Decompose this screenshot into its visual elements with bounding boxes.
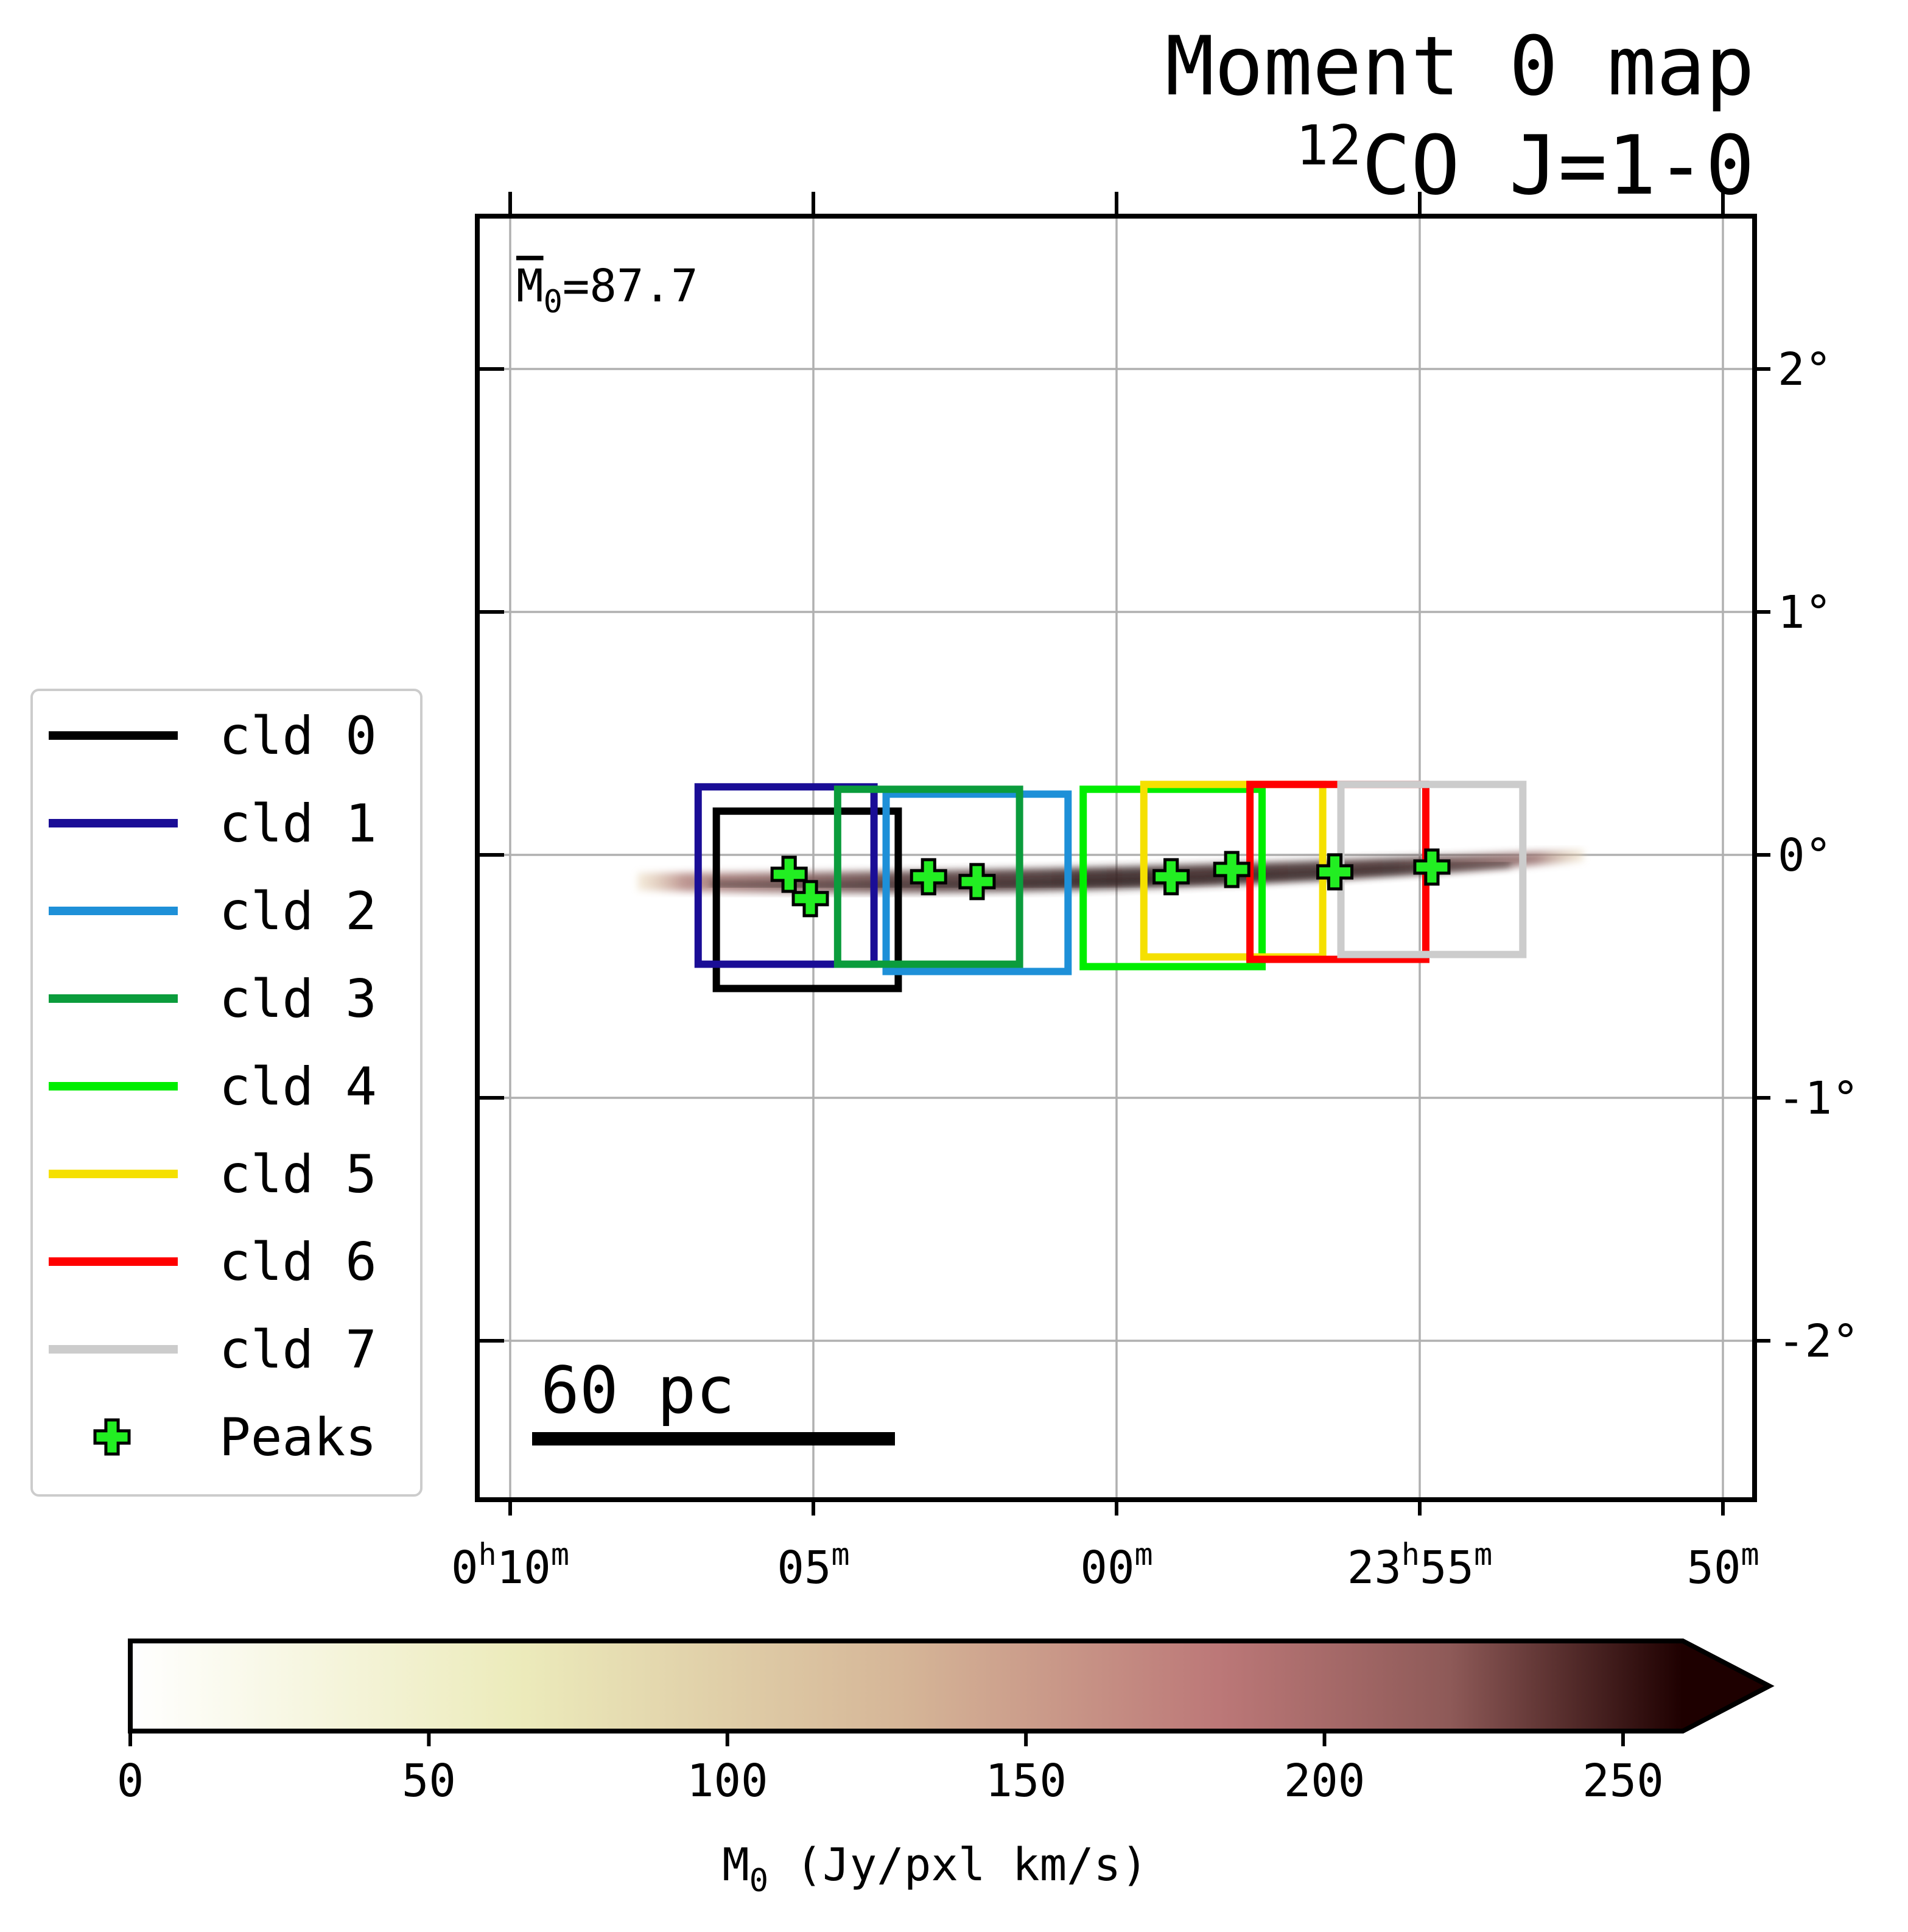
cloud-box-1 bbox=[694, 783, 878, 968]
y-ticks: 2° 1° 0° -1° -2° bbox=[477, 343, 1859, 1368]
x-tick-minutes: 00 bbox=[1080, 1542, 1134, 1594]
legend-label-0: cld 0 bbox=[219, 706, 377, 767]
x-tick-label-2: 00m bbox=[1080, 1537, 1152, 1594]
mean-subscript: 0 bbox=[544, 284, 563, 320]
y-tick-label-0: 2° bbox=[1778, 343, 1832, 396]
x-tick-label-4: 50m bbox=[1686, 1537, 1759, 1594]
legend: cld 0 cld 1 cld 2 cld 3 cld 4 cld 5 cld 6 cld 7… bbox=[30, 689, 423, 1497]
x-tick-min-sup: m bbox=[1135, 1537, 1153, 1572]
mean-value: =87.7 bbox=[563, 260, 698, 312]
x-tick-minutes: 05 bbox=[777, 1542, 831, 1594]
legend-label-5: cld 5 bbox=[219, 1144, 377, 1205]
y-tick-label-4: -2° bbox=[1778, 1315, 1859, 1368]
x-tick-min-sup: m bbox=[1474, 1537, 1492, 1572]
x-tick-hours: 0 bbox=[451, 1542, 479, 1594]
y-tick-label-1: 1° bbox=[1778, 586, 1832, 639]
scalebar-label: 60 pc bbox=[541, 1353, 735, 1428]
x-tick-minutes: 10 bbox=[497, 1542, 551, 1594]
legend-label-4: cld 4 bbox=[219, 1056, 377, 1117]
x-tick-hour-sup: h bbox=[1401, 1537, 1420, 1572]
mean-symbol: M bbox=[516, 260, 544, 312]
subtitle-superscript: 12 bbox=[1296, 114, 1361, 178]
colorbar-tick-label-0: 0 bbox=[117, 1755, 144, 1807]
x-tick-minutes: 55 bbox=[1420, 1542, 1474, 1594]
x-ticks: 0h10m 05m 00m 23h55m 50m bbox=[451, 192, 1759, 1594]
legend-items: cld 0 cld 1 cld 2 cld 3 cld 4 cld 5 cld 6 cld 7… bbox=[49, 706, 377, 1468]
cloud-box-2 bbox=[882, 790, 1072, 975]
peak-marker-6 bbox=[1316, 853, 1354, 891]
mean-annotation: M0=87.7 bbox=[516, 260, 698, 320]
legend-label-6: cld 6 bbox=[219, 1232, 377, 1293]
x-tick-min-sup: m bbox=[551, 1537, 569, 1572]
colorbar-extend-arrow bbox=[1683, 1641, 1769, 1731]
y-tick-label-3: -1° bbox=[1778, 1072, 1859, 1125]
legend-label-3: cld 3 bbox=[219, 969, 377, 1030]
x-tick-min-sup: m bbox=[832, 1537, 850, 1572]
colorbar-label: M0 (Jy/pxl km/s) bbox=[722, 1839, 1148, 1899]
subtitle-text: CO J=1-0 bbox=[1362, 118, 1755, 213]
colorbar-label-units: (Jy/pxl km/s) bbox=[768, 1839, 1148, 1891]
x-tick-min-sup: m bbox=[1741, 1537, 1759, 1572]
x-tick-hours: 23 bbox=[1347, 1542, 1401, 1594]
colorbar-tick-label-4: 200 bbox=[1284, 1755, 1366, 1807]
colorbar-tick-label-2: 100 bbox=[687, 1755, 768, 1807]
chart-title: Moment 0 map bbox=[1165, 19, 1755, 114]
colorbar-tick-label-5: 250 bbox=[1582, 1755, 1664, 1807]
emission-core bbox=[710, 861, 1511, 889]
colorbar-ticks: 0 50 100 150 200 250 bbox=[117, 1731, 1664, 1807]
cloud-box-3 bbox=[833, 785, 1023, 968]
peak-marker-2 bbox=[910, 858, 947, 896]
colorbar-label-subscript: 0 bbox=[749, 1863, 768, 1899]
legend-label-8: Peaks bbox=[219, 1407, 377, 1468]
colorbar-label-symbol: M bbox=[722, 1839, 749, 1891]
colorbar: 0 50 100 150 200 250 M0 (Jy/pxl km/s) bbox=[117, 1639, 1775, 1899]
chart-subtitle: 12CO J=1-0 bbox=[1296, 114, 1755, 213]
peak-marker-5 bbox=[1213, 851, 1250, 888]
x-tick-minutes: 50 bbox=[1686, 1542, 1741, 1594]
cloud-box-0 bbox=[712, 807, 902, 992]
legend-label-1: cld 1 bbox=[219, 793, 377, 854]
cloud-box-4 bbox=[1079, 785, 1266, 971]
map-axes: 0h10m 05m 00m 23h55m 50m 2°1°0°-1°-2° bbox=[451, 192, 1859, 1594]
peak-marker-1 bbox=[791, 880, 829, 918]
legend-peak-marker bbox=[93, 1418, 131, 1456]
colorbar-tick-label-3: 150 bbox=[985, 1755, 1067, 1807]
colorbar-outline bbox=[128, 1639, 1775, 1734]
x-tick-hour-sup: h bbox=[479, 1537, 497, 1572]
peak-marker-3 bbox=[958, 863, 996, 901]
x-tick-label-3: 23h55m bbox=[1347, 1537, 1492, 1594]
legend-label-2: cld 2 bbox=[219, 881, 377, 942]
x-tick-label-1: 05m bbox=[777, 1537, 849, 1594]
colorbar-fill bbox=[130, 1641, 1683, 1731]
peak-marker-4 bbox=[1152, 858, 1190, 896]
y-tick-label-2: 0° bbox=[1778, 829, 1832, 882]
colorbar-tick-label-1: 50 bbox=[402, 1755, 456, 1807]
x-tick-label-0: 0h10m bbox=[451, 1537, 569, 1594]
peak-markers bbox=[770, 848, 1451, 918]
grid-lines bbox=[477, 216, 1755, 1500]
peak-marker-7 bbox=[1413, 848, 1451, 886]
legend-label-7: cld 7 bbox=[219, 1319, 377, 1380]
legend-frame bbox=[30, 689, 423, 1497]
